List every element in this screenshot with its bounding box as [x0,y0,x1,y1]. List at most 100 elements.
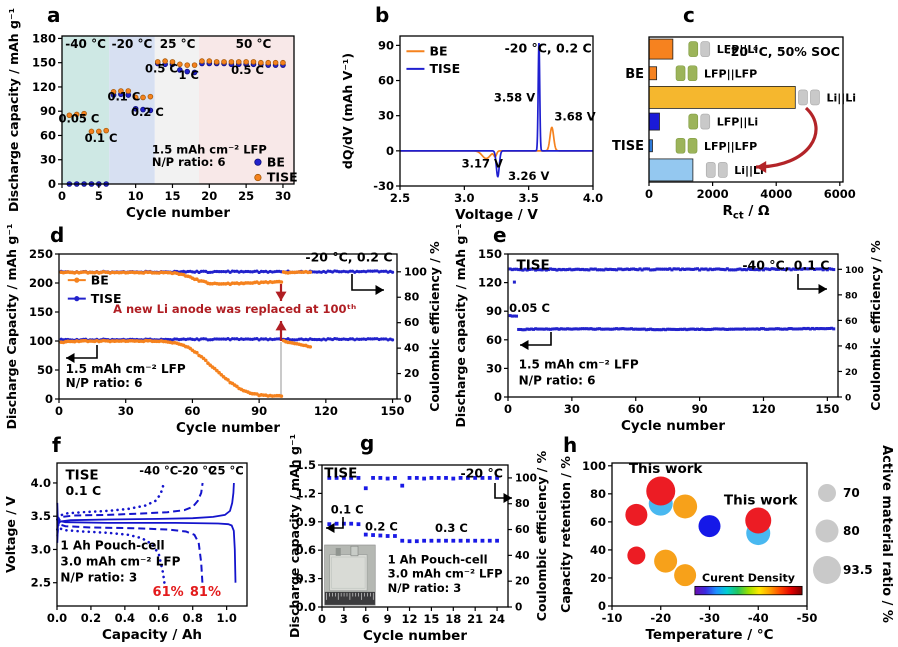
svg-text:0.05 C: 0.05 C [509,301,550,315]
svg-text:BE: BE [625,67,644,82]
pouch-cell-photo [324,544,376,606]
svg-text:6000: 6000 [824,187,856,201]
svg-text:N/P ratio: 3: N/P ratio: 3 [388,581,462,595]
svg-text:30: 30 [378,109,394,123]
svg-text:0.3: 0.3 [296,572,316,586]
svg-text:N/P ratio: 3: N/P ratio: 3 [60,570,137,584]
svg-text:10: 10 [128,189,144,203]
svg-text:-40: -40 [748,611,769,625]
svg-text:0.8: 0.8 [183,611,203,625]
svg-text:Voltage / V: Voltage / V [455,207,538,223]
svg-text:21: 21 [467,612,483,626]
series-BE-CE [59,269,313,287]
svg-text:Temperature / °C: Temperature / °C [645,627,773,643]
data-bubble [698,515,721,538]
svg-text:0: 0 [404,393,412,406]
panel-letter: g [360,431,374,455]
svg-text:12: 12 [402,612,418,626]
panel-c-chart: LFP||LiLFP||LFPLi||LiLFP||LiLFP||LFPLi||… [612,3,856,222]
svg-text:Capacity retention / %: Capacity retention / % [558,456,573,613]
svg-text:h: h [563,433,577,457]
panel-letter: d [50,223,64,247]
svg-text:93.5: 93.5 [843,563,873,577]
svg-text:0.6: 0.6 [296,543,316,557]
svg-text:18: 18 [445,612,461,626]
svg-text:81%: 81% [190,585,221,600]
svg-text:5: 5 [95,189,103,203]
reference-lines [56,481,237,584]
resistance-bars: LFP||LiLFP||LFPLi||LiLFP||LiLFP||LFPLi||… [648,38,856,182]
svg-text:20: 20 [201,189,217,203]
svg-text:e: e [493,223,507,247]
svg-text:60: 60 [404,316,420,329]
panel-letter: e [493,223,507,247]
svg-text:4.0: 4.0 [31,476,51,490]
svg-text:20: 20 [590,571,606,585]
svg-text:15: 15 [423,612,439,626]
svg-text:3.17 V: 3.17 V [462,156,503,170]
svg-text:4000: 4000 [760,187,792,201]
svg-text:LFP||Li: LFP||Li [717,116,758,129]
svg-text:80: 80 [404,291,420,304]
svg-text:61%: 61% [153,585,184,600]
svg-text:25: 25 [238,189,254,203]
svg-text:3: 3 [340,612,348,626]
bubbles [625,476,772,587]
svg-text:20: 20 [404,367,420,380]
svg-text:3.0 mAh cm⁻² LFP: 3.0 mAh cm⁻² LFP [388,567,503,581]
lfp-electrode-icon [687,65,698,82]
svg-text:Cycle number: Cycle number [363,628,467,644]
svg-text:0: 0 [515,602,522,614]
data-bubble [745,507,772,534]
series-TISE-capacity [327,521,499,544]
svg-text:LFP||Li: LFP||Li [717,43,758,56]
svg-text:40: 40 [845,342,858,352]
svg-text:0.1 C: 0.1 C [85,131,118,145]
svg-text:0.3 C: 0.3 C [435,521,468,535]
svg-text:30: 30 [486,361,502,375]
svg-text:3.68 V: 3.68 V [554,109,595,123]
annotations: -20 °C, 0.2 C A new Li anode was replaced… [66,250,393,390]
svg-text:Coulombic efficiency / %: Coulombic efficiency / % [868,240,883,411]
svg-text:BE: BE [91,272,109,287]
svg-text:Capacity / Ah: Capacity / Ah [102,627,202,643]
svg-text:0.0: 0.0 [296,600,316,614]
svg-text:1.5: 1.5 [296,458,316,472]
panel-f: TISE 0.1 C -40 °C -20 °C 25 °C 1 Ah Pouch-cel… [0,430,318,647]
svg-text:-40 °C, 0.1 C: -40 °C, 0.1 C [742,257,829,272]
svg-text:1.5 mAh cm⁻² LFP: 1.5 mAh cm⁻² LFP [152,142,267,156]
panel-h: Curent Density 70 80 93.5 Active material ra… [555,430,898,647]
svg-text:-40 °C: -40 °C [65,37,106,51]
panel-letter: a [47,3,61,27]
svg-text:0: 0 [598,599,606,613]
svg-text:40: 40 [404,342,420,355]
bar-LFP||Li [648,38,674,60]
panel-c: LFP||Li LFP||LFP Li||Li LFP||Li LFP||LFP Li||… [598,0,898,222]
svg-text:3.5: 3.5 [31,509,51,523]
lfp-electrode-icon [688,113,699,130]
lfp-electrode-icon [675,137,686,154]
panel-letter: b [375,3,389,27]
svg-text:BE: BE [267,154,285,169]
svg-text:40: 40 [590,543,606,557]
series-TISE-CE [327,476,499,491]
svg-text:TISE: TISE [324,465,357,481]
svg-text:0.1 C: 0.1 C [331,502,364,516]
svg-text:-20 °C: -20 °C [112,37,153,51]
current-density-colorbar: Curent Density [694,571,803,596]
svg-text:0.05 C: 0.05 C [59,112,100,126]
svg-text:150: 150 [381,404,405,418]
li-electrode-icon [705,162,716,178]
axes: 0 2000 4000 6000 Rct / Ω [645,36,856,222]
panel-h-chart: Curent Density 70 80 93.5 Active material ra… [558,433,894,643]
svg-text:0.0: 0.0 [47,611,67,625]
svg-text:3.5: 3.5 [518,191,538,205]
svg-text:Li||Li: Li||Li [826,91,856,104]
svg-text:-20: -20 [650,611,671,625]
svg-text:60: 60 [628,402,644,416]
svg-text:-30: -30 [699,611,720,625]
li-electrode-icon [798,89,808,106]
